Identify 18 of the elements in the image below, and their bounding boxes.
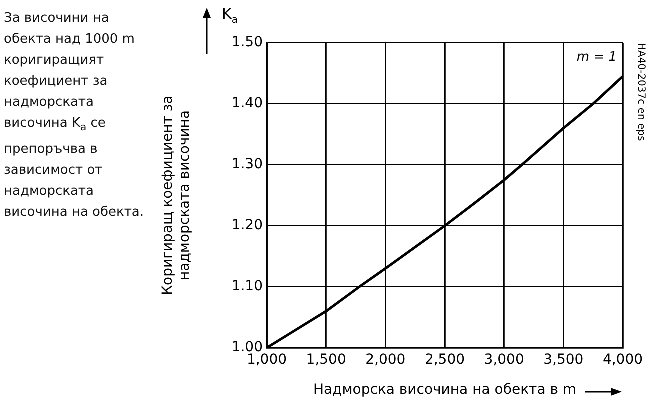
x-tick-label: 2,500 bbox=[424, 352, 466, 368]
x-tick-label: 2,000 bbox=[366, 352, 406, 368]
annotation: m = 1 bbox=[576, 50, 617, 65]
y-tick-label: 1.20 bbox=[232, 218, 263, 234]
y-tick-label: 1.30 bbox=[232, 156, 263, 173]
y-tick-label: 1.10 bbox=[232, 278, 263, 295]
x-tick-label: 3,500 bbox=[544, 352, 584, 368]
y-axis-title: Коригиращ коефициент за надморската височина bbox=[160, 96, 193, 296]
x-axis-title: Надморска височина на обекта в m bbox=[313, 382, 577, 398]
x-tick-label: 4,000 bbox=[602, 352, 644, 368]
text: За височини на обекта над 1000 m коригиращият коефициент за надморската височина K$_{a}$ се препоръчва в зависимост от надморската височина на обекта. bbox=[4, 11, 144, 220]
x-tick-label: 1,000 bbox=[246, 352, 288, 368]
y-tick-label: 1.40 bbox=[232, 96, 263, 112]
text: HA40-2037c en eps bbox=[635, 43, 646, 142]
y-tick-label: 1.50 bbox=[232, 34, 263, 51]
x-tick-label: 3,000 bbox=[484, 352, 524, 368]
text: K$_{a}$ bbox=[222, 5, 238, 26]
x-tick-label: 1,500 bbox=[306, 352, 346, 368]
